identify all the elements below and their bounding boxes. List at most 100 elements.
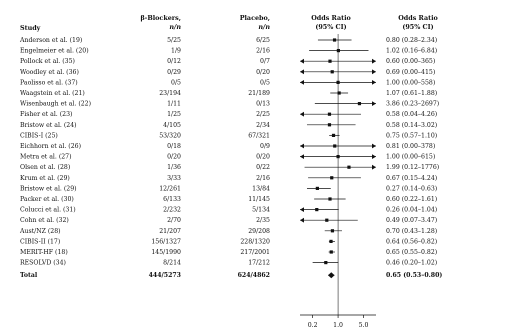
study-label: Aust/NZ (28) [19,228,61,235]
study-label: Bristow et al. (29) [20,185,77,192]
study-row: Fisher et al. (23) 1/25 2/25 0.58 (0.04–4.2… [20,111,437,118]
placebo-value: 29/208 [248,228,270,235]
placebo-value: 217/2001 [240,249,270,256]
study-row: Cohn et al. (32) 2/70 2/35 0.49 (0.07–3.47) [20,217,437,224]
placebo-value: 5/134 [252,207,270,214]
point-estimate [336,80,340,84]
beta-blockers-value: 0/29 [167,69,181,76]
odds-ratio-text: 0.60 (0.22–1.61) [386,196,437,203]
ci-left-arrow [300,80,304,85]
study-label: Woodley et al. (36) [20,69,79,76]
beta-blockers-value: 5/25 [167,37,181,44]
placebo-value: 6/25 [256,37,270,44]
beta-blockers-value: 8/214 [163,260,181,267]
placebo-value: 2/35 [256,217,270,224]
odds-ratio-text: 0.81 (0.00–378) [386,143,435,150]
x-axis: 0.2 1.0 5.0 [300,314,376,329]
odds-ratio-text: 0.26 (0.04–1.04) [386,207,437,214]
beta-blockers-value: 2/70 [167,217,181,224]
point-estimate [324,261,328,265]
study-row: CIBIS-II (17) 156/1327 228/1320 0.64 (0.56–… [20,238,437,245]
odds-ratio-text: 0.70 (0.43–1.28) [386,228,437,235]
odds-ratio-text: 1.00 (0.00–615) [386,154,435,161]
odds-ratio-text: 0.75 (0.57–1.10) [386,132,437,139]
study-row: Metra et al. (27) 0/20 0/20 1.00 (0.00–615) [20,154,435,161]
placebo-value: 67/321 [248,132,270,139]
study-row: Colucci et al. (31) 2/232 5/134 0.26 (0.04–… [20,207,437,214]
placebo-value: 2/34 [256,122,270,129]
study-row: RESOLVD (34) 8/214 17/212 0.46 (0.20–1.02) [20,260,437,267]
point-estimate [315,186,319,190]
beta-blockers-value: 3/33 [167,175,181,182]
odds-ratio-text: 1.02 (0.16–6.84) [386,48,437,55]
point-estimate [331,133,336,137]
beta-blockers-subheader: n/n [169,23,181,31]
study-label: Eichhorn et al. (26) [20,143,81,150]
point-estimate [336,155,340,159]
point-estimate [328,59,332,63]
plot-subheader: (95% CI) [315,23,346,31]
placebo-value: 13/84 [252,185,270,192]
study-row: Paolisso et al. (37) 0/5 0/5 1.00 (0.00–558… [20,79,435,86]
odds-ratio-text: 0.46 (0.20–1.02) [386,260,437,267]
study-label: Anderson et al. (19) [19,37,82,44]
odds-ratio-text: 0.80 (0.28–2.34) [386,37,437,44]
placebo-value: 228/1320 [240,238,270,245]
study-row: Krum et al. (29) 3/33 2/16 0.67 (0.15–4.24) [20,175,437,182]
odds-ratio-text: 0.49 (0.07–3.47) [386,217,437,224]
point-estimate [357,102,362,106]
study-row: Packer et al. (30) 6/133 11/145 0.60 (0.22–… [20,196,437,203]
odds-ratio-text: 3.86 (0.23–2697) [386,101,439,108]
study-row: Engelmeier et al. (20) 1/9 2/16 1.02 (0.16–… [20,48,437,55]
beta-blockers-value: 0/20 [167,154,181,161]
study-row: Bristow et al. (29) 12/261 13/84 0.27 (0.14… [20,185,437,192]
point-estimate [330,176,334,180]
study-label: Total [20,272,38,279]
placebo-value: 0/20 [256,154,270,161]
study-label: Paolisso et al. (37) [20,79,78,86]
odds-ratio-text: 0.58 (0.14–3.02) [386,122,437,129]
beta-blockers-value: 156/1327 [151,238,181,245]
point-estimate [327,123,332,127]
odds-ratio-text: 0.65 (0.55–0.82) [386,249,437,256]
beta-blockers-value: 0/5 [171,79,181,86]
odds-ratio-text: 1.99 (0.12–1776) [386,164,439,171]
study-label: Metra et al. (27) [20,154,72,161]
ci-right-arrow [372,69,376,75]
placebo-value: 2/16 [256,175,270,182]
ci-right-arrow [372,154,376,160]
study-label: CIBIS-II (17) [20,238,60,245]
study-label: MERIT-HF (18) [20,249,68,256]
study-row: Bristow et al. (24) 4/105 2/34 0.58 (0.14–3… [20,122,437,129]
beta-blockers-value: 1/9 [171,48,181,55]
study-row: Waagstein et al. (21) 23/194 21/189 1.07 (0… [20,90,437,97]
study-row: Pollock et al. (35) 0/12 0/7 0.60 (0.00–365… [20,58,435,65]
odds-ratio-text: 0.67 (0.15–4.24) [386,175,437,182]
ci-right-arrow [372,143,376,149]
point-estimate [328,197,332,201]
beta-blockers-value: 0/18 [167,143,181,150]
odds-ratio-text: 0.58 (0.04–4.26) [386,111,437,118]
study-label: Packer et al. (30) [20,196,74,203]
point-estimate [333,144,337,148]
point-estimate [329,250,333,254]
placebo-value: 17/212 [248,260,270,267]
placebo-value: 0/22 [256,164,270,171]
or-column-subheader: (95% CI) [402,23,433,31]
point-estimate [329,239,333,243]
study-row: Wisenbaugh et al. (22) 1/11 0/13 3.86 (0.23… [20,101,439,108]
study-label: Fisher et al. (23) [20,111,72,118]
study-row: Anderson et al. (19) 5/25 6/25 0.80 (0.28–2… [19,37,437,44]
ci-right-arrow [372,101,376,106]
odds-ratio-text: 1.00 (0.00–558) [386,79,435,86]
study-row: CIBIS-I (25) 53/320 67/321 0.75 (0.57–1.10) [20,132,437,139]
ci-left-arrow [300,69,304,75]
placebo-value: 21/189 [248,90,270,97]
placebo-value: 2/25 [256,111,270,118]
placebo-value: 624/4862 [238,272,270,279]
total-row: Total 444/5273 624/4862 0.65 (0.53–0.80) [20,272,442,279]
placebo-value: 11/145 [248,196,270,203]
study-label: Waagstein et al. (21) [20,90,85,97]
beta-blockers-value: 53/320 [159,132,181,139]
